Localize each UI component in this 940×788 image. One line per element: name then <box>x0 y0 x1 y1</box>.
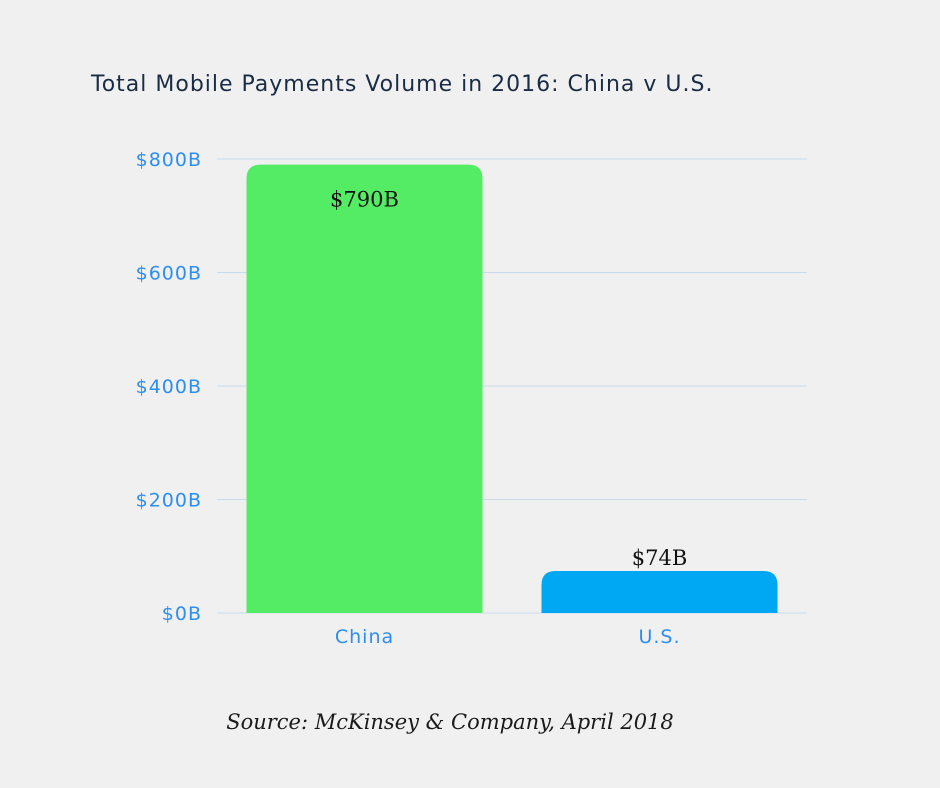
data-label: $790B <box>330 188 399 212</box>
bars <box>246 164 778 614</box>
y-tick-label: $800B <box>136 149 202 171</box>
y-tick-label: $400B <box>136 376 202 398</box>
bar-u-s <box>541 571 778 613</box>
x-tick-label: China <box>335 626 394 648</box>
data-label: $74B <box>632 546 688 570</box>
x-axis-tick-labels: China U.S. <box>335 626 680 648</box>
x-tick-label: U.S. <box>638 626 680 648</box>
y-tick-label: $0B <box>162 603 202 625</box>
bar-china <box>246 164 483 614</box>
data-labels: $790B $74B <box>330 188 687 570</box>
y-tick-label: $600B <box>136 263 202 285</box>
y-tick-label: $200B <box>136 490 202 512</box>
chart-title: Total Mobile Payments Volume in 2016: Ch… <box>91 72 714 97</box>
y-axis-tick-labels: $0B $200B $400B $600B $800B <box>136 149 202 625</box>
source-caption: Source: McKinsey & Company, April 2018 <box>226 710 674 734</box>
